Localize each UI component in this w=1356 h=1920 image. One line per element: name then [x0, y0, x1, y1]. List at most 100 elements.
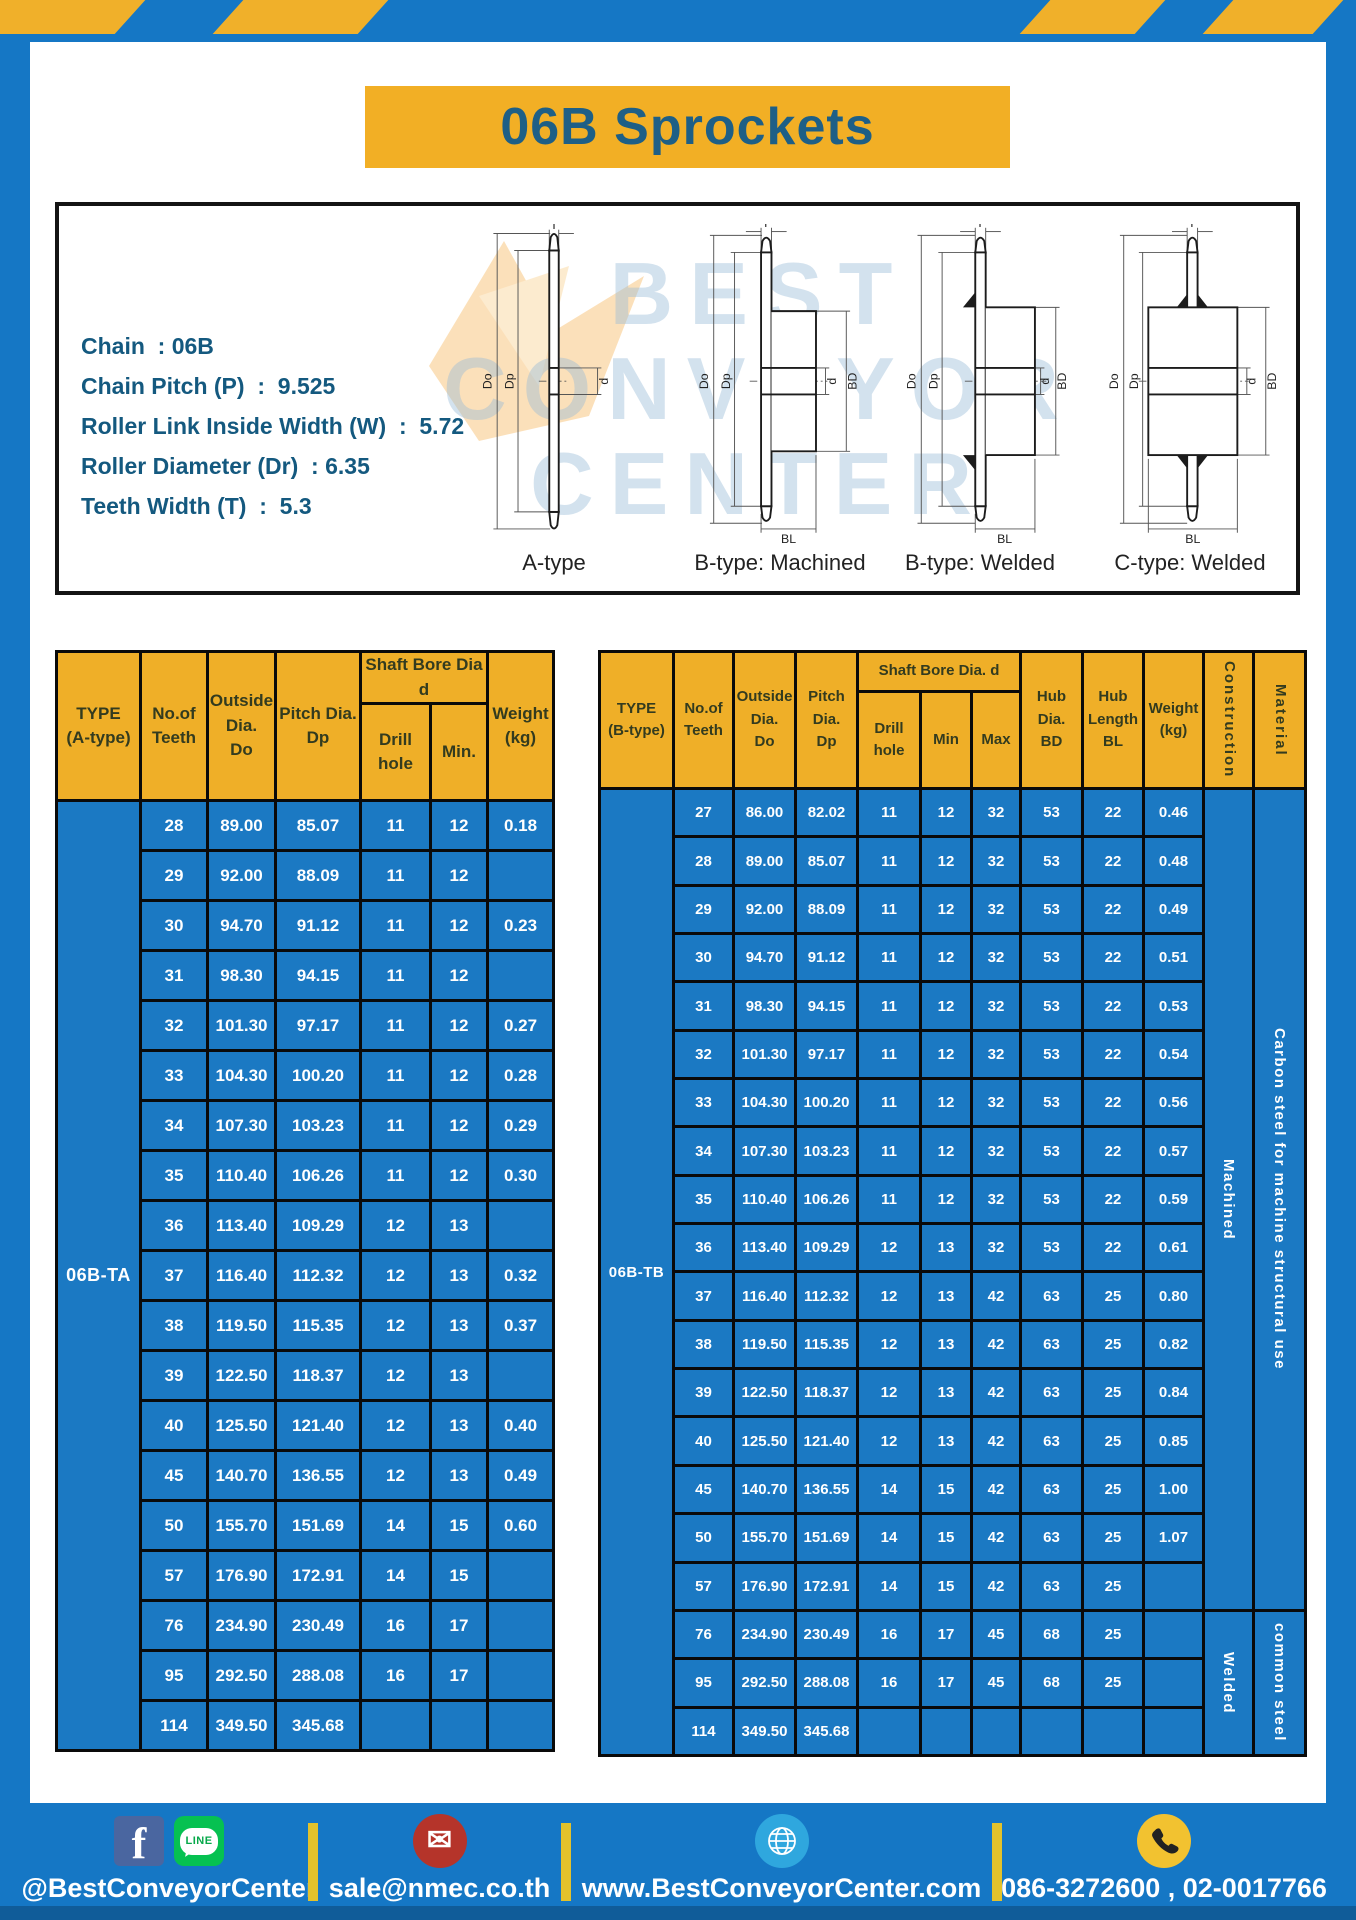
- data-cell: 104.30: [206, 1049, 277, 1103]
- data-cell: 12: [429, 899, 489, 953]
- data-cell: 57: [672, 1560, 735, 1612]
- data-cell: 13: [919, 1367, 973, 1419]
- data-cell: 12: [359, 1399, 432, 1453]
- watermark-line: CENTER: [530, 434, 988, 533]
- data-cell: 94.15: [274, 949, 362, 1003]
- data-cell: 63: [1019, 1560, 1085, 1612]
- dim-label-dp: Dp: [502, 373, 516, 389]
- data-cell: 22: [1081, 1125, 1146, 1177]
- table-row: 36 113.40 109.29 12 13: [57, 1199, 555, 1253]
- footer-contact-bar: LINE @BestConveyorCenter sale@nmec.co.th…: [0, 1803, 1356, 1920]
- data-cell: 63: [1019, 1318, 1085, 1371]
- data-cell: 12: [919, 980, 973, 1032]
- data-cell: 11: [856, 1125, 922, 1177]
- table-row: 95 292.50 288.08 16 17 45 68 25: [600, 1657, 1306, 1709]
- data-cell: 12: [919, 932, 973, 984]
- table-row: 35 110.40 106.26 11 12 32 53 22 0.59: [600, 1173, 1306, 1226]
- diagram-b-type-welded: T Do Dp d BD BL: [885, 216, 1075, 546]
- data-cell: 63: [1019, 1270, 1085, 1322]
- data-cell: 110.40: [732, 1173, 797, 1226]
- data-cell: 17: [429, 1599, 489, 1653]
- data-cell: 39: [672, 1367, 735, 1419]
- data-cell: 32: [969, 1125, 1023, 1177]
- data-cell: 0.28: [486, 1049, 555, 1103]
- dim-label-t: T: [762, 224, 770, 230]
- data-cell: [486, 949, 555, 1003]
- footer-divider: [561, 1822, 571, 1901]
- data-cell: 1.07: [1142, 1512, 1206, 1564]
- data-cell: [1081, 1705, 1146, 1758]
- data-cell: 25: [1081, 1415, 1146, 1467]
- data-cell: 0.57: [1142, 1125, 1206, 1177]
- data-cell: 22: [1081, 786, 1146, 839]
- data-cell: 95: [672, 1657, 735, 1709]
- table-row: 57 176.90 172.91 14 15: [57, 1549, 555, 1603]
- data-cell: 12: [429, 1099, 489, 1153]
- data-cell: 30: [139, 899, 209, 953]
- table-row: 33 104.30 100.20 11 12 0.28: [57, 1049, 555, 1103]
- type-cell: 06B-TB: [598, 787, 675, 1757]
- data-cell: 0.60: [486, 1499, 555, 1553]
- data-cell: 176.90: [732, 1560, 797, 1612]
- data-cell: 17: [919, 1657, 973, 1709]
- data-cell: 42: [969, 1512, 1023, 1564]
- diagram-a-type: T Do Dp d: [459, 218, 649, 546]
- col-header-outside-dia: Outside Dia. Do: [732, 650, 797, 790]
- table-row: 31 98.30 94.15 11 12 32 53 22 0.53: [600, 980, 1306, 1032]
- col-header-pitch-dia: Pitch Dia. Dp: [794, 650, 859, 790]
- data-cell: [969, 1705, 1023, 1758]
- data-cell: 114: [672, 1705, 735, 1758]
- data-cell: 172.91: [274, 1549, 362, 1603]
- data-cell: 53: [1019, 1028, 1085, 1081]
- data-cell: 11: [856, 1028, 922, 1081]
- data-cell: 230.49: [794, 1608, 859, 1661]
- data-cell: [1142, 1560, 1206, 1612]
- diagram-label-a-type: A-type: [522, 550, 586, 575]
- data-cell: 39: [139, 1349, 209, 1403]
- data-cell: 11: [359, 849, 432, 903]
- data-cell: 85.07: [274, 799, 362, 853]
- data-cell: 32: [969, 835, 1023, 887]
- data-cell: 15: [429, 1499, 489, 1553]
- data-cell: 97.17: [274, 999, 362, 1053]
- data-cell: 42: [969, 1415, 1023, 1467]
- col-header-weight: Weight (kg): [1142, 650, 1206, 790]
- data-cell: 12: [429, 799, 489, 853]
- data-cell: 28: [672, 835, 735, 887]
- data-cell: 12: [856, 1318, 922, 1371]
- data-cell: 288.08: [274, 1649, 362, 1703]
- email-icon: [412, 1814, 467, 1868]
- diagram-panel: BEST CONVEYOR CENTER Chain : 06B Chain P…: [55, 202, 1300, 595]
- data-cell: 14: [856, 1560, 922, 1612]
- data-cell: 53: [1019, 932, 1085, 984]
- data-cell: 0.59: [1142, 1173, 1206, 1226]
- dim-label-t: T: [1188, 224, 1196, 230]
- data-cell: 63: [1019, 1512, 1085, 1564]
- data-cell: 15: [919, 1512, 973, 1564]
- data-cell: [856, 1705, 922, 1758]
- footer-divider: [308, 1822, 318, 1901]
- data-cell: 12: [919, 1028, 973, 1081]
- data-cell: 116.40: [732, 1270, 797, 1322]
- data-cell: 15: [429, 1549, 489, 1603]
- table-row: 76 234.90 230.49 16 17 45 68 25 Welded common ste…: [600, 1608, 1308, 1758]
- data-cell: 94.15: [794, 980, 859, 1032]
- data-cell: 35: [672, 1173, 735, 1226]
- data-cell: 13: [919, 1318, 973, 1371]
- data-cell: 0.46: [1142, 786, 1206, 839]
- data-cell: 11: [359, 949, 432, 1003]
- data-cell: [359, 1699, 432, 1753]
- data-cell: 11: [856, 932, 922, 984]
- data-cell: 32: [139, 999, 209, 1053]
- data-cell: 16: [856, 1657, 922, 1709]
- dim-label-d: d: [1244, 378, 1258, 385]
- vcell: Welded: [1202, 1608, 1256, 1758]
- data-cell: 11: [359, 999, 432, 1053]
- data-cell: 12: [919, 835, 973, 887]
- phone-icon: [1137, 1814, 1191, 1868]
- footer-social-handle: @BestConveyorCenter: [21, 1873, 317, 1903]
- data-cell: 12: [919, 883, 973, 936]
- spec-pitch: Chain Pitch (P) : 9.525: [81, 373, 336, 399]
- data-cell: 125.50: [732, 1415, 797, 1467]
- dim-label-bl: BL: [997, 532, 1012, 546]
